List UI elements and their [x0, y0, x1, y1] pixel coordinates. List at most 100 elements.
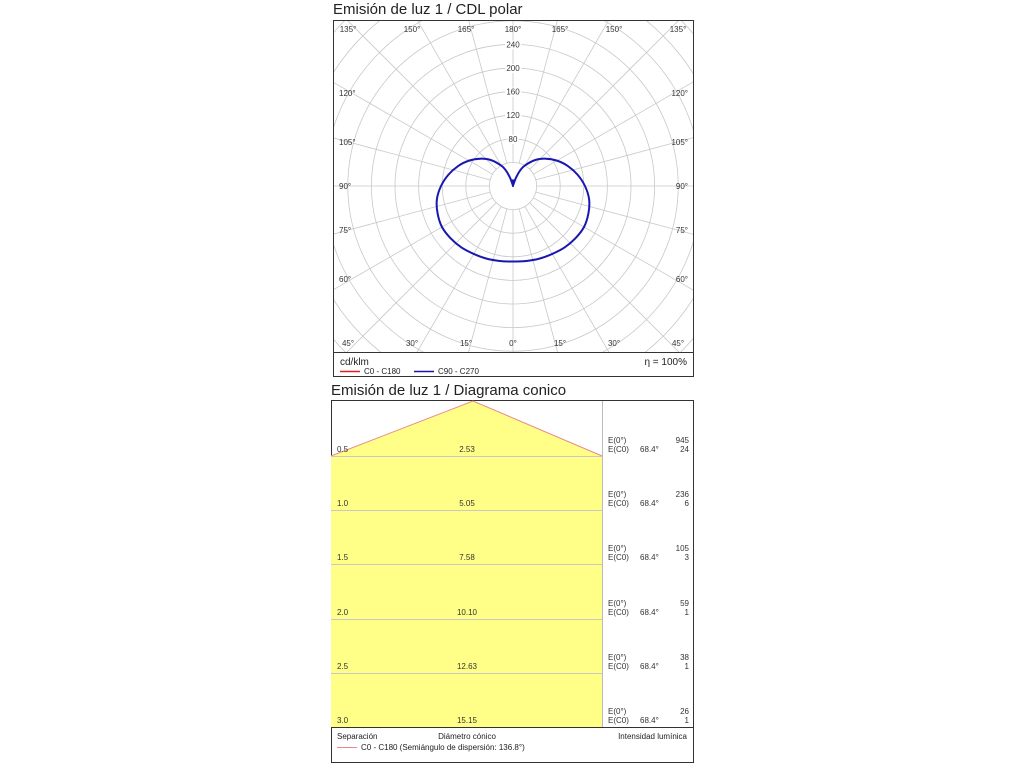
cone-row-diameter: 5.05: [459, 499, 475, 508]
cone-row-ec0-value: 24: [680, 445, 689, 454]
legend-label-c0: C0 - C180: [364, 367, 401, 376]
polar-angle-label-right: 75°: [676, 226, 688, 235]
cone-row-ec0-label: E(C0): [608, 716, 629, 725]
polar-angle-label-right: 60°: [676, 275, 688, 284]
polar-radial-label-bg: [507, 134, 519, 144]
cone-row-distance: 1.5: [337, 553, 349, 562]
cone-row-distance: 0.5: [337, 445, 349, 454]
polar-grid-spoke: [533, 197, 693, 291]
polar-grid-spoke: [347, 21, 497, 170]
cone-row-diameter: 2.53: [459, 445, 475, 454]
cone-row-distance: 3.0: [337, 716, 349, 725]
polar-radial-tick-label: 120: [506, 111, 520, 120]
polar-grid-spoke: [529, 21, 679, 170]
polar-angle-label-top: 150°: [404, 25, 421, 34]
polar-grid-spoke: [417, 21, 502, 166]
cone-row-ec0-value: 6: [685, 499, 690, 508]
polar-angle-label-left: 60°: [339, 275, 351, 284]
polar-grid-spoke: [518, 208, 558, 352]
polar-angle-label-top: 135°: [670, 25, 687, 34]
cone-row-e0-label: E(0°): [608, 599, 627, 608]
polar-angle-label-right: 120°: [671, 89, 688, 98]
cone-row-e0-label: E(0°): [608, 707, 627, 716]
polar-legend-box: [333, 352, 694, 377]
cone-legend-label: C0 - C180 (Semiángulo de dispersión: 136…: [361, 743, 525, 752]
cone-row-ec0-label: E(C0): [608, 445, 629, 454]
polar-angle-label-left: 90°: [339, 182, 351, 191]
cone-row-e0-value: 236: [676, 490, 690, 499]
polar-angle-label-left: 120°: [339, 89, 356, 98]
cone-row-ec0-value: 1: [685, 608, 690, 617]
cone-row-diameter: 7.58: [459, 553, 475, 562]
polar-grid-spoke: [468, 208, 508, 352]
polar-radial-label-bg: [505, 111, 522, 121]
cone-row-e0-value: 26: [680, 707, 689, 716]
cone-row-angle: 68.4°: [640, 716, 659, 725]
cone-chart-title: Emisión de luz 1 / Diagrama conico: [331, 382, 567, 399]
polar-chart: 135° 150° 165° 180° 165° 150° 135° 45° 30° 15° 0° 1…: [333, 20, 694, 377]
footer-separation-label: Separación: [337, 732, 377, 741]
polar-grid-spoke: [518, 21, 558, 164]
polar-radial-label-bg: [505, 87, 522, 97]
cone-row-diameter: 10.10: [457, 608, 478, 617]
polar-unit-label: cd/klm: [340, 357, 369, 368]
cone-row-ec0-label: E(C0): [608, 662, 629, 671]
polar-grid-spoke: [334, 191, 491, 235]
legend-label-c90: C90 - C270: [438, 367, 479, 376]
cone-row-e0-value: 945: [676, 436, 690, 445]
cone-outline: [330, 400, 603, 457]
polar-angle-label-bottom: 15°: [554, 339, 566, 348]
polar-angle-label-bottom: 45°: [672, 339, 684, 348]
cone-row-ec0-value: 1: [685, 716, 690, 725]
cone-row-e0-value: 105: [676, 544, 690, 553]
cone-row-ec0-label: E(C0): [608, 608, 629, 617]
polar-angle-labels: 135° 150° 165° 180° 165° 150° 135° 45° 30° 15° 0° 1…: [339, 25, 688, 348]
footer-intensity-label: Intensidad lumínica: [618, 732, 687, 741]
polar-grid-spoke: [529, 202, 680, 352]
polar-angle-label-right: 105°: [671, 138, 688, 147]
polar-grid-spoke: [416, 206, 502, 352]
polar-angle-label-bottom: 15°: [460, 339, 472, 348]
cone-row-e0-label: E(0°): [608, 653, 627, 662]
cone-row-ec0-label: E(C0): [608, 553, 629, 562]
cone-row-distance: 2.5: [337, 662, 349, 671]
cone-row-distance: 2.0: [337, 608, 349, 617]
polar-angle-label-right: 90°: [676, 182, 688, 191]
cone-row-angle: 68.4°: [640, 608, 659, 617]
polar-angle-label-bottom: 30°: [608, 339, 620, 348]
polar-grid-spoke: [334, 82, 493, 175]
polar-grid-spoke: [334, 137, 491, 181]
polar-angle-label-left: 105°: [339, 138, 356, 147]
polar-grid-spoke: [535, 137, 693, 181]
cone-footer-box: [331, 727, 694, 763]
polar-grid-spoke: [535, 191, 693, 235]
polar-grid-spoke: [524, 21, 609, 166]
polar-angle-label-left: 75°: [339, 226, 351, 235]
polar-angle-label-top: 180°: [505, 25, 522, 34]
cone-row-e0-label: E(0°): [608, 436, 627, 445]
cone-row-angle: 68.4°: [640, 662, 659, 671]
polar-radial-label-bg: [505, 64, 522, 73]
polar-curves: [435, 157, 591, 263]
cone-row-diameter: 12.63: [457, 662, 478, 671]
polar-radial-labels: 80 120 160 200 240: [505, 40, 522, 144]
footer-diameter-label: Diámetro cónico: [438, 732, 496, 741]
polar-radial-tick-label: 200: [506, 64, 520, 73]
cone-row-distance: 1.0: [337, 499, 349, 508]
cone-row-e0-label: E(0°): [608, 490, 627, 499]
polar-grid-spoke: [334, 197, 493, 290]
polar-angle-label-top: 150°: [606, 25, 623, 34]
polar-grid-spoke: [524, 206, 610, 352]
cone-row-ec0-value: 3: [685, 553, 690, 562]
polar-grid-spoke: [533, 81, 693, 175]
polar-angle-label-bottom: 30°: [406, 339, 418, 348]
cone-row-e0-label: E(0°): [608, 544, 627, 553]
polar-radial-tick-label: 240: [506, 40, 520, 49]
polar-radial-tick-label: 160: [506, 88, 520, 97]
cone-row-angle: 68.4°: [640, 499, 659, 508]
cone-row-diameter: 15.15: [457, 716, 478, 725]
polar-chart-title: Emisión de luz 1 / CDL polar: [333, 1, 523, 18]
polar-angle-label-bottom: 0°: [509, 339, 517, 348]
